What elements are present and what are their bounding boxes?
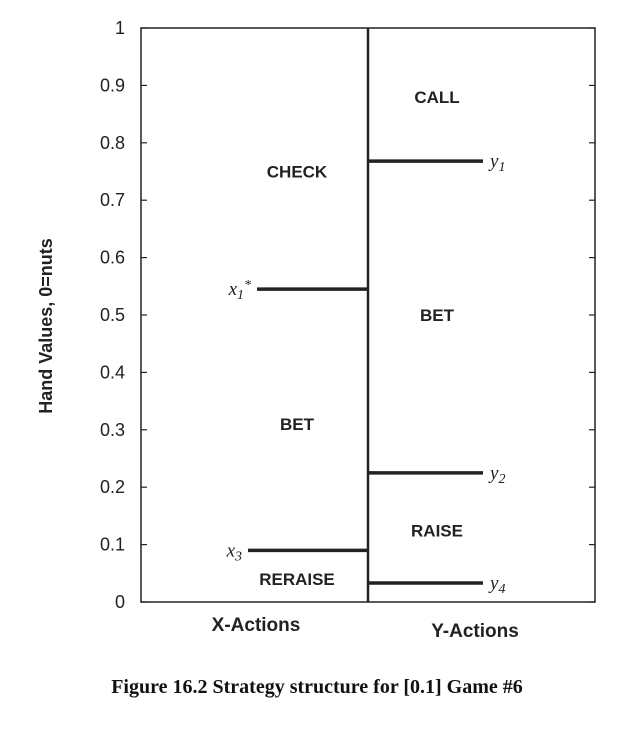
x-category-label: X-Actions	[212, 615, 301, 636]
region-label-check: CHECK	[267, 163, 328, 182]
region-label-call: CALL	[414, 88, 459, 107]
threshold-label-x3: x3	[226, 540, 242, 564]
y-tick-label: 0.9	[100, 75, 125, 95]
y-tick-label: 0.8	[100, 133, 125, 153]
threshold-label-x1: x1*	[228, 278, 251, 303]
y-tick-label: 1	[115, 18, 125, 38]
region-labels: CHECK BET RERAISE CALL BET RAISE	[259, 88, 463, 589]
threshold-label-y4: y4	[488, 573, 505, 597]
threshold-label-y1: y1	[488, 151, 505, 175]
y-tick-label: 0.5	[100, 305, 125, 325]
y-tick-label: 0.1	[100, 535, 125, 555]
region-label-bet: BET	[280, 415, 315, 434]
figure-caption: Figure 16.2 Strategy structure for [0.1]…	[111, 676, 523, 698]
y-tick-label: 0.7	[100, 190, 125, 210]
y-tick-label: 0.4	[100, 362, 125, 382]
region-label-raise: RAISE	[411, 521, 463, 540]
threshold-label-y2: y2	[488, 463, 505, 487]
y-axis-ticks: 0 0.1 0.2 0.3 0.4 0.5 0.6 0.7 0.8 0.9 1	[100, 18, 595, 612]
y-tick-label: 0.3	[100, 420, 125, 440]
region-label-bet: BET	[420, 306, 455, 325]
region-label-reraise: RERAISE	[259, 570, 335, 589]
y-tick-label: 0.6	[100, 248, 125, 268]
y-tick-label: 0	[115, 592, 125, 612]
threshold-lines: x1* x3 y1 y2 y4	[226, 151, 506, 597]
y-tick-label: 0.2	[100, 477, 125, 497]
y-category-label: Y-Actions	[431, 621, 519, 642]
y-axis-title: Hand Values, 0=nuts	[36, 238, 56, 414]
strategy-chart: 0 0.1 0.2 0.3 0.4 0.5 0.6 0.7 0.8 0.9 1 x1* x3 y1 y2 y…	[36, 18, 596, 642]
